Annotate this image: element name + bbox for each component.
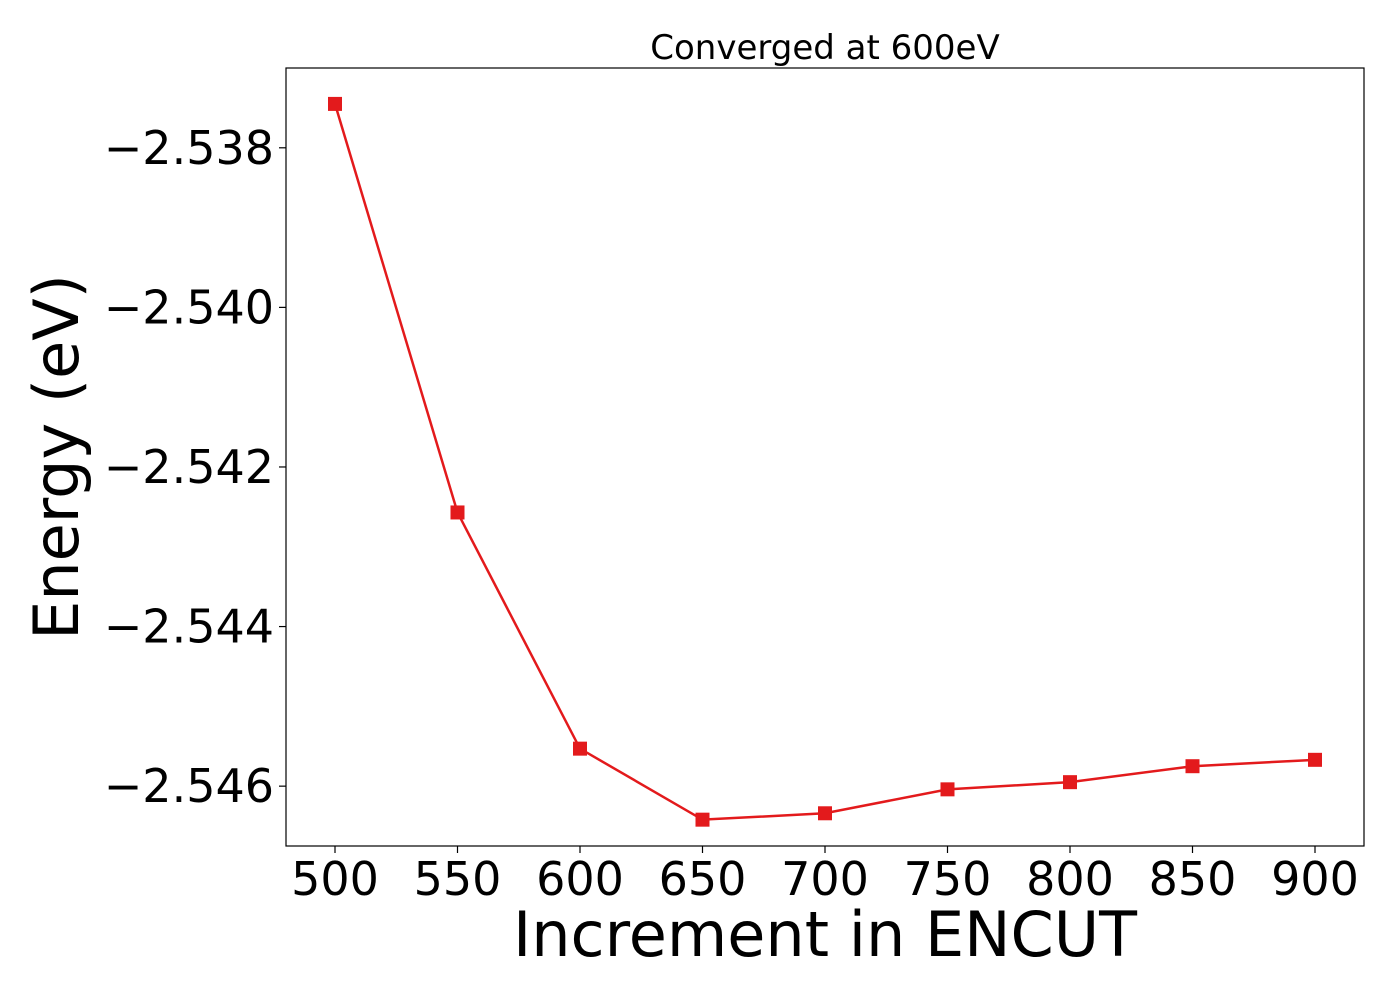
x-tick-label: 650 bbox=[659, 852, 747, 906]
y-axis-ticks: −2.538 −2.540 −2.542 −2.544 −2.546 bbox=[104, 121, 286, 813]
x-tick-label: 800 bbox=[1026, 852, 1114, 906]
data-point-marker bbox=[940, 782, 955, 797]
x-axis-ticks: 500 550 600 650 700 750 800 850 900 bbox=[291, 846, 1359, 906]
y-tick-label: −2.538 bbox=[104, 121, 274, 175]
series-line bbox=[333, 103, 1316, 821]
y-axis-label: Energy (eV) bbox=[20, 274, 93, 640]
x-tick-label: 900 bbox=[1271, 852, 1359, 906]
plot-area-frame bbox=[285, 67, 1365, 847]
x-tick-label: 600 bbox=[536, 852, 624, 906]
y-tick-label: −2.542 bbox=[104, 440, 274, 494]
data-point-marker bbox=[1185, 759, 1200, 774]
x-tick-label: 850 bbox=[1149, 852, 1237, 906]
chart-title: Converged at 600eV bbox=[650, 28, 999, 68]
data-point-marker bbox=[573, 741, 587, 756]
data-point-marker bbox=[695, 812, 710, 827]
x-axis-label: Increment in ENCUT bbox=[513, 898, 1138, 971]
y-tick-label: −2.540 bbox=[104, 280, 274, 334]
x-tick-label: 550 bbox=[414, 852, 502, 906]
data-point-marker bbox=[1063, 775, 1077, 790]
data-point-marker bbox=[328, 96, 342, 111]
data-point-marker bbox=[818, 806, 832, 821]
y-tick-label: −2.544 bbox=[104, 600, 274, 654]
x-tick-label: 700 bbox=[781, 852, 869, 906]
data-point-marker bbox=[1308, 752, 1322, 767]
x-tick-label: 500 bbox=[291, 852, 379, 906]
x-tick-label: 750 bbox=[904, 852, 992, 906]
data-point-marker bbox=[450, 505, 465, 520]
series-layer bbox=[328, 96, 1322, 827]
y-tick-label: −2.546 bbox=[104, 759, 274, 813]
